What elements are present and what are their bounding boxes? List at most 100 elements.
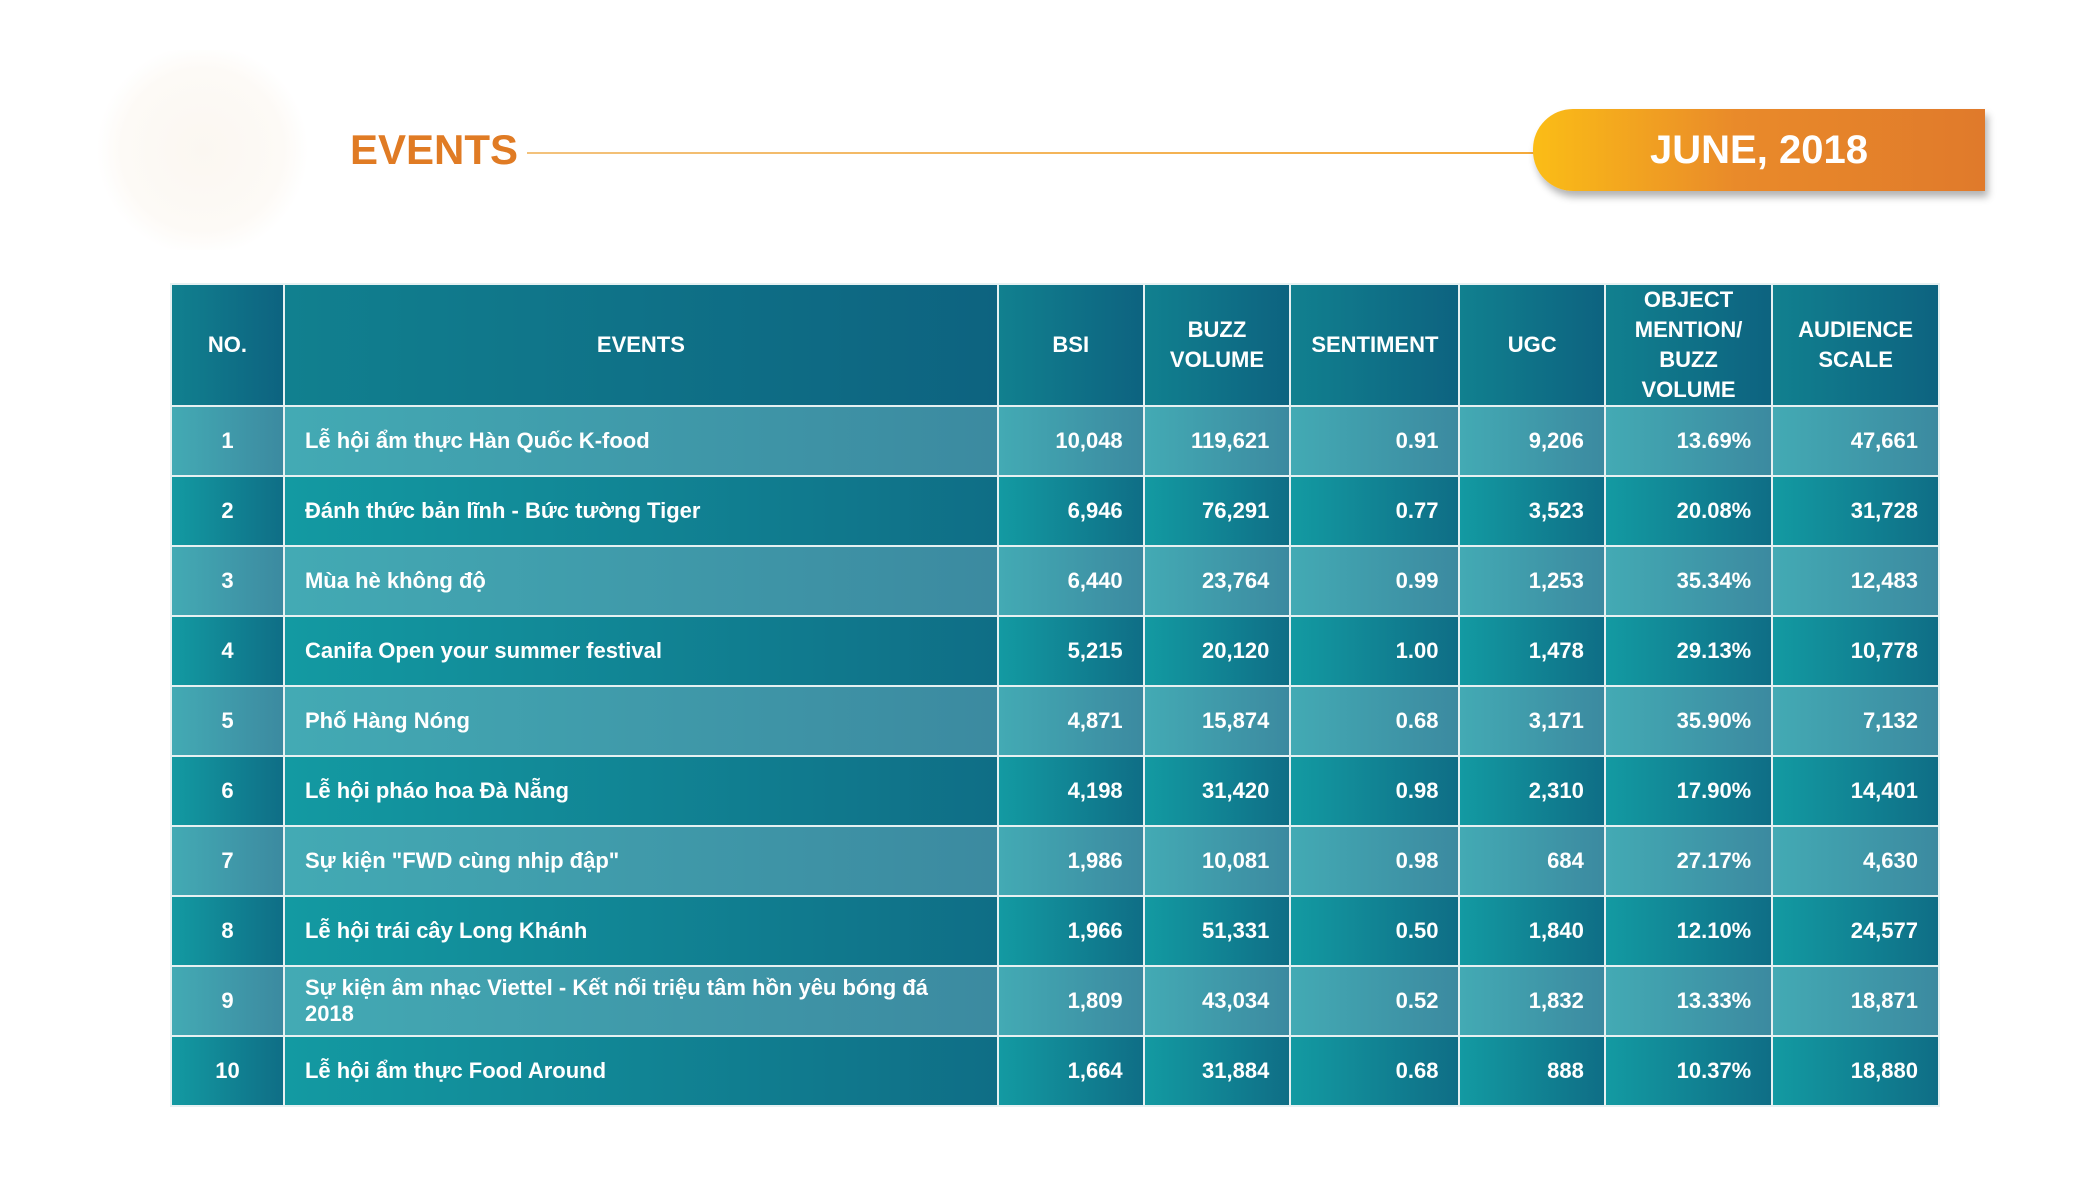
value-cell: 3,171 bbox=[1458, 685, 1606, 757]
event-cell: Sự kiện "FWD cùng nhịp đập" bbox=[282, 825, 999, 897]
table-row: 4 Canifa Open your summer festival 5,215 20… bbox=[170, 615, 1940, 687]
value-cell: 10.37% bbox=[1603, 1035, 1774, 1107]
column-header: EVENTS bbox=[282, 283, 999, 407]
event-cell: Lễ hội pháo hoa Đà Nẵng bbox=[282, 755, 999, 827]
value-cell: 47,661 bbox=[1771, 405, 1940, 477]
column-header: BUZZ VOLUME bbox=[1142, 283, 1292, 407]
value-cell: 20.08% bbox=[1603, 475, 1774, 547]
value-cell: 0.68 bbox=[1289, 685, 1461, 757]
table-row: 3 Mùa hè không độ 6,440 23,764 0.99 1,253 35.3… bbox=[170, 545, 1940, 617]
rank-cell: 7 bbox=[170, 825, 285, 897]
value-cell: 76,291 bbox=[1142, 475, 1292, 547]
value-cell: 1,840 bbox=[1458, 895, 1606, 967]
value-cell: 35.34% bbox=[1603, 545, 1774, 617]
rank-cell: 4 bbox=[170, 615, 285, 687]
column-header: AUDIENCE SCALE bbox=[1771, 283, 1940, 407]
column-header: BSI bbox=[996, 283, 1145, 407]
value-cell: 0.52 bbox=[1289, 965, 1461, 1037]
value-cell: 4,198 bbox=[996, 755, 1145, 827]
table-row: 8 Lễ hội trái cây Long Khánh 1,966 51,331 0.… bbox=[170, 895, 1940, 967]
value-cell: 10,048 bbox=[996, 405, 1145, 477]
section-title: EVENTS bbox=[350, 126, 519, 173]
value-cell: 888 bbox=[1458, 1035, 1606, 1107]
rank-cell: 1 bbox=[170, 405, 285, 477]
value-cell: 27.17% bbox=[1603, 825, 1774, 897]
rank-cell: 2 bbox=[170, 475, 285, 547]
events-table: NO. EVENTS BSI BUZZ VOLUME SENTIMENT UGC OBJEC… bbox=[170, 283, 1940, 1107]
value-cell: 0.98 bbox=[1289, 755, 1461, 827]
table-row: 7 Sự kiện "FWD cùng nhịp đập" 1,986 10,081 0… bbox=[170, 825, 1940, 897]
value-cell: 12.10% bbox=[1603, 895, 1774, 967]
value-cell: 13.69% bbox=[1603, 405, 1774, 477]
value-cell: 1.00 bbox=[1289, 615, 1461, 687]
rank-cell: 10 bbox=[170, 1035, 285, 1107]
value-cell: 31,728 bbox=[1771, 475, 1940, 547]
value-cell: 2,310 bbox=[1458, 755, 1606, 827]
value-cell: 51,331 bbox=[1142, 895, 1292, 967]
value-cell: 10,778 bbox=[1771, 615, 1940, 687]
value-cell: 0.98 bbox=[1289, 825, 1461, 897]
value-cell: 0.99 bbox=[1289, 545, 1461, 617]
value-cell: 10,081 bbox=[1142, 825, 1292, 897]
event-cell: Mùa hè không độ bbox=[282, 545, 999, 617]
value-cell: 1,986 bbox=[996, 825, 1145, 897]
event-cell: Phố Hàng Nóng bbox=[282, 685, 999, 757]
table-row: 6 Lễ hội pháo hoa Đà Nẵng 4,198 31,420 0.98 2… bbox=[170, 755, 1940, 827]
value-cell: 14,401 bbox=[1771, 755, 1940, 827]
value-cell: 119,621 bbox=[1142, 405, 1292, 477]
value-cell: 29.13% bbox=[1603, 615, 1774, 687]
event-cell: Đánh thức bản lĩnh - Bức tường Tiger bbox=[282, 475, 999, 547]
value-cell: 23,764 bbox=[1142, 545, 1292, 617]
rank-cell: 3 bbox=[170, 545, 285, 617]
value-cell: 12,483 bbox=[1771, 545, 1940, 617]
value-cell: 0.50 bbox=[1289, 895, 1461, 967]
value-cell: 31,420 bbox=[1142, 755, 1292, 827]
column-header: SENTIMENT bbox=[1289, 283, 1461, 407]
value-cell: 1,478 bbox=[1458, 615, 1606, 687]
event-cell: Sự kiện âm nhạc Viettel - Kết nối triệu … bbox=[282, 965, 999, 1037]
table-row: 1 Lễ hội ẩm thực Hàn Quốc K-food 10,048 119… bbox=[170, 405, 1940, 477]
value-cell: 9,206 bbox=[1458, 405, 1606, 477]
value-cell: 4,630 bbox=[1771, 825, 1940, 897]
table-row: 10 Lễ hội ẩm thực Food Around 1,664 31,884 0… bbox=[170, 1035, 1940, 1107]
event-cell: Lễ hội trái cây Long Khánh bbox=[282, 895, 999, 967]
table-body: 1 Lễ hội ẩm thực Hàn Quốc K-food 10,048 119… bbox=[170, 405, 1940, 1107]
header-row: NO. EVENTS BSI BUZZ VOLUME SENTIMENT UGC OBJEC… bbox=[170, 283, 1940, 407]
value-cell: 24,577 bbox=[1771, 895, 1940, 967]
value-cell: 5,215 bbox=[996, 615, 1145, 687]
value-cell: 4,871 bbox=[996, 685, 1145, 757]
value-cell: 1,664 bbox=[996, 1035, 1145, 1107]
value-cell: 1,809 bbox=[996, 965, 1145, 1037]
decoration bbox=[95, 50, 310, 250]
value-cell: 13.33% bbox=[1603, 965, 1774, 1037]
value-cell: 1,832 bbox=[1458, 965, 1606, 1037]
value-cell: 43,034 bbox=[1142, 965, 1292, 1037]
table-row: 5 Phố Hàng Nóng 4,871 15,874 0.68 3,171 35.90%… bbox=[170, 685, 1940, 757]
value-cell: 7,132 bbox=[1771, 685, 1940, 757]
column-header: NO. bbox=[170, 283, 285, 407]
value-cell: 17.90% bbox=[1603, 755, 1774, 827]
rank-cell: 5 bbox=[170, 685, 285, 757]
value-cell: 1,966 bbox=[996, 895, 1145, 967]
title-rule bbox=[527, 152, 1537, 154]
value-cell: 18,871 bbox=[1771, 965, 1940, 1037]
event-cell: Canifa Open your summer festival bbox=[282, 615, 999, 687]
table-row: 9 Sự kiện âm nhạc Viettel - Kết nối triệu… bbox=[170, 965, 1940, 1037]
column-header: OBJECT MENTION/ BUZZ VOLUME bbox=[1603, 283, 1774, 407]
value-cell: 15,874 bbox=[1142, 685, 1292, 757]
value-cell: 31,884 bbox=[1142, 1035, 1292, 1107]
value-cell: 0.77 bbox=[1289, 475, 1461, 547]
event-cell: Lễ hội ẩm thực Food Around bbox=[282, 1035, 999, 1107]
value-cell: 0.68 bbox=[1289, 1035, 1461, 1107]
value-cell: 3,523 bbox=[1458, 475, 1606, 547]
value-cell: 0.91 bbox=[1289, 405, 1461, 477]
table-row: 2 Đánh thức bản lĩnh - Bức tường Tiger 6,9… bbox=[170, 475, 1940, 547]
event-cell: Lễ hội ẩm thực Hàn Quốc K-food bbox=[282, 405, 999, 477]
value-cell: 35.90% bbox=[1603, 685, 1774, 757]
rank-cell: 8 bbox=[170, 895, 285, 967]
value-cell: 684 bbox=[1458, 825, 1606, 897]
value-cell: 6,946 bbox=[996, 475, 1145, 547]
value-cell: 20,120 bbox=[1142, 615, 1292, 687]
value-cell: 6,440 bbox=[996, 545, 1145, 617]
value-cell: 1,253 bbox=[1458, 545, 1606, 617]
